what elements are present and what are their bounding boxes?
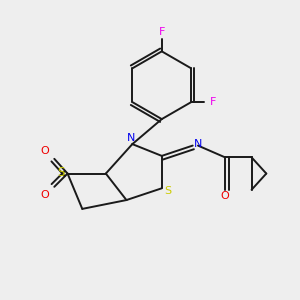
Text: F: F xyxy=(159,27,165,37)
Text: N: N xyxy=(127,133,135,142)
Text: O: O xyxy=(40,146,49,156)
Text: F: F xyxy=(210,97,216,107)
Text: S: S xyxy=(57,166,65,178)
Text: O: O xyxy=(220,191,229,201)
Text: S: S xyxy=(165,186,172,196)
Text: N: N xyxy=(194,139,202,149)
Text: O: O xyxy=(40,190,49,200)
